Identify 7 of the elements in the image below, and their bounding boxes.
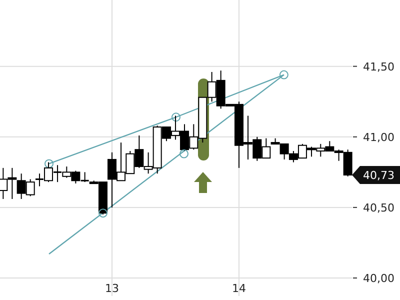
y-tick-label: 41,50	[363, 60, 394, 74]
x-tick-label: 14	[232, 282, 246, 295]
y-tick-label: 41,00	[363, 130, 394, 144]
y-tick-label: 40,50	[363, 201, 394, 214]
y-tick-label: 40,00	[363, 272, 394, 285]
text: 40,73	[363, 168, 394, 182]
x-tick-label: 13	[105, 282, 119, 295]
